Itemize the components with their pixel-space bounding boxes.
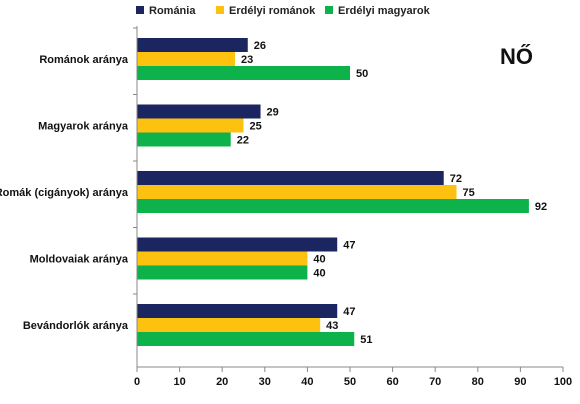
legend-item-erdelyi-magyarok: Erdélyi magyarok [325,5,430,17]
category-label: Moldovaiak aránya [30,254,129,266]
bar [137,38,248,52]
data-label: 92 [535,201,547,213]
bar [137,318,321,332]
bar [137,332,355,346]
x-tick-label: 70 [429,376,441,388]
legend-swatch-erdelyi-magyarok [325,6,333,14]
x-tick-label: 40 [301,376,313,388]
bar [137,66,350,80]
category-label: Románok aránya [39,54,129,66]
category-label: Bevándorlók aránya [23,320,129,332]
data-label: 47 [343,306,355,318]
x-tick-label: 80 [472,376,484,388]
x-tick-label: 100 [554,376,572,388]
x-tick-label: 0 [134,376,140,388]
bar [137,132,231,147]
bars-layer [137,38,529,346]
data-label: 29 [267,107,279,119]
bar [137,237,338,252]
bar [137,304,338,318]
data-label: 26 [254,40,266,52]
legend-label: Erdélyi románok [229,5,316,17]
x-tick-label: 90 [514,376,526,388]
bar [137,199,529,213]
bar [137,251,308,266]
bar [137,171,444,185]
category-labels-layer: Románok aránya Magyarok aránya Romák (cigá… [0,27,137,332]
x-ticks-layer: 0 10 20 30 40 50 60 70 80 90 100 [134,367,572,388]
bar [137,104,261,119]
legend-swatch-romania [136,6,144,14]
category-label: Magyarok aránya [38,121,129,133]
bar [137,52,235,66]
category-label: Romák (cigányok) aránya [0,187,129,199]
x-tick-label: 30 [259,376,271,388]
x-tick-label: 20 [216,376,228,388]
data-label: 43 [326,320,338,332]
bar [137,185,457,199]
data-label: 25 [250,121,262,133]
data-label: 51 [360,334,372,346]
data-label: 40 [313,254,325,266]
bar [137,265,308,280]
legend-swatch-erdelyi-romanok [216,6,224,14]
legend-label: Románia [149,5,196,17]
x-tick-label: 60 [386,376,398,388]
data-label: 72 [450,173,462,185]
legend: Románia Erdélyi románok Erdélyi magyarok [128,2,444,19]
data-label: 22 [237,135,249,147]
x-tick-label: 10 [173,376,185,388]
bar [137,118,244,133]
data-label: 75 [463,187,475,199]
data-label: 47 [343,240,355,252]
x-tick-label: 50 [344,376,356,388]
data-label: 40 [313,268,325,280]
legend-item-romania: Románia [136,5,195,17]
legend-item-erdelyi-romanok: Erdélyi románok [216,5,315,17]
data-label: 50 [356,68,368,80]
data-label: 23 [241,54,253,66]
legend-label: Erdélyi magyarok [338,5,430,17]
gender-badge: NŐ [500,44,533,69]
